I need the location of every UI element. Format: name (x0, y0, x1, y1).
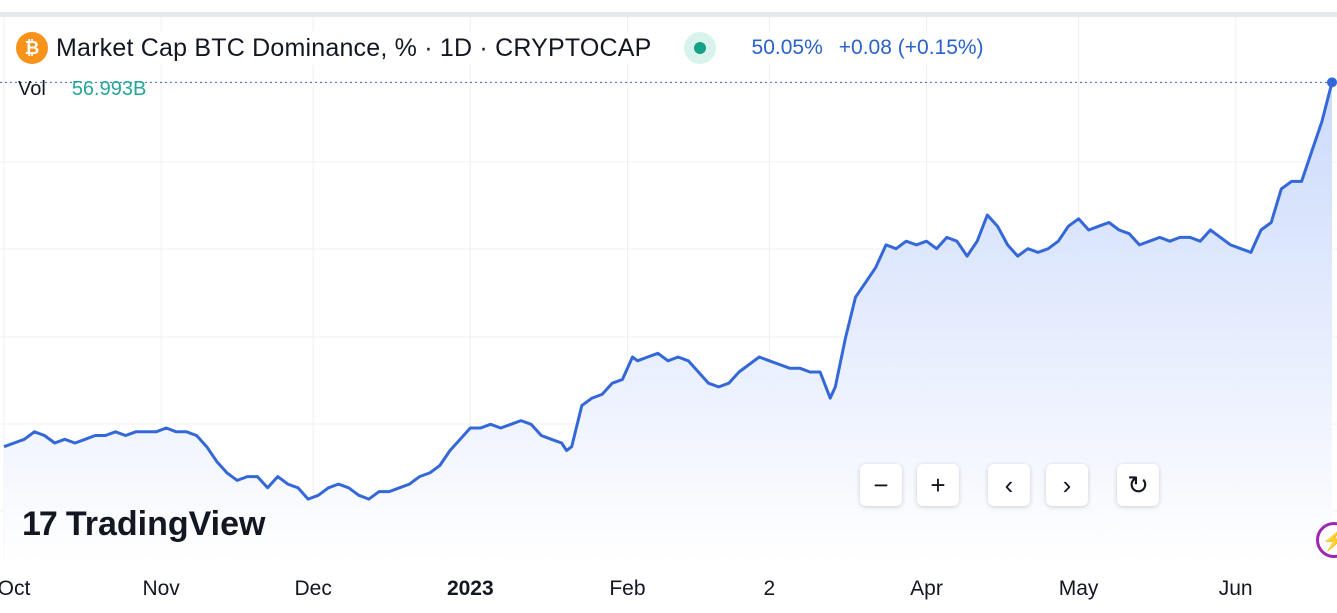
price-change: +0.08 (+0.15%) (838, 36, 984, 59)
x-tick-label: 2 (763, 577, 776, 600)
x-tick-label: Oct (0, 577, 31, 600)
symbol-header: ₿ Market Cap BTC Dominance, % · 1D · CRY… (16, 31, 992, 65)
tradingview-wordmark: TradingView (65, 505, 266, 543)
top-divider (0, 12, 1337, 17)
last-price: 50.05% (751, 36, 823, 59)
symbol-title[interactable]: Market Cap BTC Dominance, % · 1D · CRYPT… (56, 33, 652, 62)
x-tick-label: Jun (1218, 577, 1253, 600)
top-band (0, 0, 1337, 12)
zoom-in-button[interactable]: + (917, 464, 959, 506)
x-tick-label: Dec (294, 577, 332, 600)
chart-frame[interactable] (0, 17, 1337, 613)
volume-value: 56.993B (71, 78, 147, 100)
market-status-icon[interactable] (683, 32, 716, 64)
x-tick-label: Nov (142, 577, 180, 600)
x-tick-label: Apr (910, 577, 943, 600)
price-chart[interactable] (0, 17, 1337, 613)
tradingview-logo[interactable]: 17 TradingView (22, 505, 265, 544)
scroll-right-button[interactable]: › (1046, 464, 1088, 506)
volume-label: Vol (18, 78, 46, 100)
x-tick-label: Feb (609, 577, 646, 600)
reset-chart-button[interactable]: ↻ (1117, 464, 1159, 506)
x-tick-label: May (1058, 577, 1099, 600)
lightning-icon[interactable]: ⚡ (1316, 522, 1337, 558)
area-fill (4, 82, 1332, 563)
tradingview-mark-icon: 17 (22, 505, 58, 543)
series-line (3, 81, 1334, 501)
scroll-left-button[interactable]: ‹ (988, 464, 1030, 506)
last-point (1327, 77, 1337, 88)
volume-legend: Vol 56.993B (18, 78, 146, 101)
x-tick-label: 2023 (446, 577, 494, 600)
zoom-out-button[interactable]: − (860, 464, 902, 506)
status-dot (693, 42, 706, 54)
bitcoin-icon: ₿ (16, 32, 48, 64)
